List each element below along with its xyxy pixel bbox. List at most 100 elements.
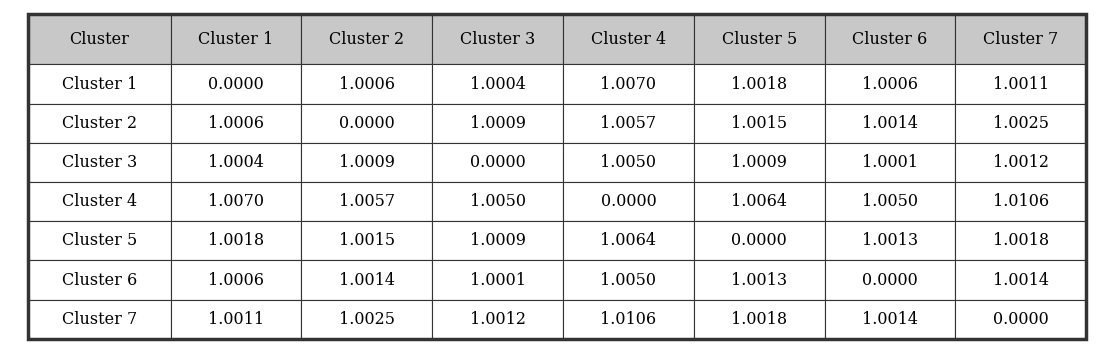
Text: 0.0000: 0.0000 [339, 115, 394, 132]
Bar [28, 104, 170, 143]
Bar [170, 104, 302, 143]
Text: 1.0070: 1.0070 [208, 193, 264, 210]
Bar [302, 182, 432, 221]
Bar [563, 221, 694, 261]
Bar [170, 14, 302, 65]
Text: Cluster: Cluster [69, 31, 129, 48]
Text: 1.0106: 1.0106 [993, 193, 1048, 210]
Text: 1.0013: 1.0013 [731, 271, 788, 288]
Text: 1.0006: 1.0006 [208, 115, 264, 132]
Text: 1.0012: 1.0012 [470, 311, 526, 328]
Text: Cluster 1: Cluster 1 [61, 76, 137, 92]
Text: 1.0050: 1.0050 [600, 154, 656, 171]
Bar [956, 14, 1086, 65]
Text: 1.0057: 1.0057 [339, 193, 395, 210]
Text: 1.0064: 1.0064 [600, 232, 656, 249]
Text: 1.0025: 1.0025 [339, 311, 394, 328]
Text: 1.0009: 1.0009 [470, 115, 526, 132]
Text: 1.0011: 1.0011 [993, 76, 1048, 92]
Text: 1.0012: 1.0012 [993, 154, 1048, 171]
Text: 1.0050: 1.0050 [600, 271, 656, 288]
Bar [302, 14, 432, 65]
Text: 1.0064: 1.0064 [731, 193, 788, 210]
Bar [170, 65, 302, 104]
Bar [694, 14, 824, 65]
Bar [563, 182, 694, 221]
Bar [302, 300, 432, 339]
Bar [694, 143, 824, 182]
Bar [956, 261, 1086, 300]
Bar [563, 143, 694, 182]
Text: 0.0000: 0.0000 [470, 154, 526, 171]
Bar [563, 65, 694, 104]
Bar [432, 14, 563, 65]
Bar [563, 300, 694, 339]
Text: 1.0011: 1.0011 [208, 311, 264, 328]
Text: 1.0006: 1.0006 [208, 271, 264, 288]
Text: 0.0000: 0.0000 [731, 232, 788, 249]
Bar [170, 300, 302, 339]
Bar [28, 300, 170, 339]
Text: Cluster 6: Cluster 6 [852, 31, 928, 48]
Bar [694, 300, 824, 339]
Bar [563, 261, 694, 300]
Text: Cluster 7: Cluster 7 [984, 31, 1058, 48]
Text: 1.0015: 1.0015 [731, 115, 788, 132]
Text: 1.0001: 1.0001 [862, 154, 918, 171]
Bar [432, 104, 563, 143]
Bar [824, 65, 956, 104]
Text: 1.0025: 1.0025 [993, 115, 1048, 132]
Text: 1.0014: 1.0014 [862, 115, 918, 132]
Bar [956, 104, 1086, 143]
Bar [170, 182, 302, 221]
Text: 1.0001: 1.0001 [470, 271, 526, 288]
Text: Cluster 3: Cluster 3 [460, 31, 536, 48]
Text: 1.0015: 1.0015 [339, 232, 395, 249]
Text: Cluster 4: Cluster 4 [61, 193, 137, 210]
Bar [824, 14, 956, 65]
Bar [28, 261, 170, 300]
Bar [302, 261, 432, 300]
Bar [432, 65, 563, 104]
Text: 1.0004: 1.0004 [470, 76, 526, 92]
Bar [28, 143, 170, 182]
Bar [694, 104, 824, 143]
Bar [694, 261, 824, 300]
Bar [956, 221, 1086, 261]
Bar [694, 221, 824, 261]
Bar [302, 65, 432, 104]
Bar [563, 104, 694, 143]
Bar [302, 221, 432, 261]
Bar [824, 300, 956, 339]
Bar [432, 221, 563, 261]
Text: 1.0014: 1.0014 [339, 271, 394, 288]
Text: Cluster 5: Cluster 5 [722, 31, 797, 48]
Text: 1.0013: 1.0013 [862, 232, 918, 249]
Text: 1.0006: 1.0006 [339, 76, 394, 92]
Text: 1.0018: 1.0018 [208, 232, 264, 249]
Text: 0.0000: 0.0000 [208, 76, 264, 92]
Bar [956, 143, 1086, 182]
Text: 1.0006: 1.0006 [862, 76, 918, 92]
Text: 1.0009: 1.0009 [731, 154, 788, 171]
Bar [28, 221, 170, 261]
Bar [694, 65, 824, 104]
Text: 1.0050: 1.0050 [470, 193, 526, 210]
Bar [824, 221, 956, 261]
Text: 0.0000: 0.0000 [600, 193, 656, 210]
Text: 1.0009: 1.0009 [339, 154, 394, 171]
Text: 0.0000: 0.0000 [993, 311, 1048, 328]
Bar [170, 221, 302, 261]
Text: 1.0018: 1.0018 [731, 76, 788, 92]
Text: 1.0018: 1.0018 [993, 232, 1048, 249]
Bar [28, 182, 170, 221]
Text: Cluster 2: Cluster 2 [61, 115, 137, 132]
Text: 1.0106: 1.0106 [600, 311, 656, 328]
Text: 1.0009: 1.0009 [470, 232, 526, 249]
Text: Cluster 1: Cluster 1 [198, 31, 274, 48]
Bar [28, 65, 170, 104]
Bar [824, 143, 956, 182]
Bar [432, 261, 563, 300]
Text: Cluster 4: Cluster 4 [590, 31, 666, 48]
Text: Cluster 2: Cluster 2 [330, 31, 404, 48]
